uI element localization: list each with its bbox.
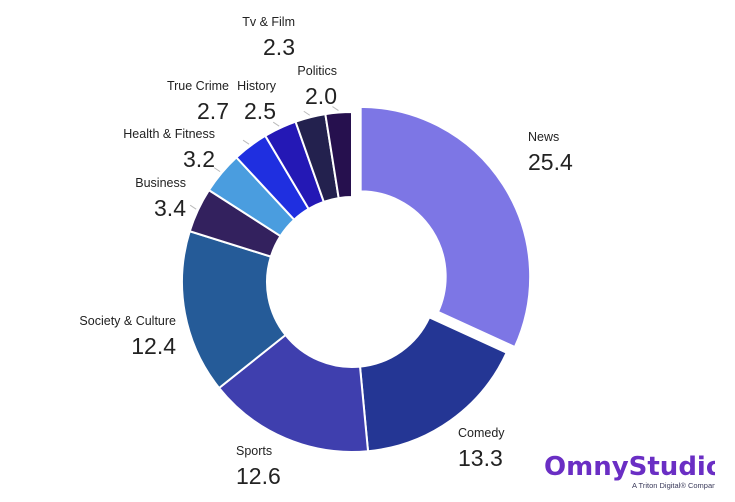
value-label-sports: 12.6	[236, 463, 281, 489]
value-label-true-crime: 2.7	[197, 98, 229, 124]
value-label-comedy: 13.3	[458, 445, 503, 471]
slice-politics	[324, 110, 353, 200]
value-label-society-and-culture: 12.4	[131, 333, 176, 359]
category-label-society-and-culture: Society & Culture	[79, 314, 176, 328]
value-label-health-and-fitness: 3.2	[183, 146, 215, 172]
category-label-politics: Politics	[297, 64, 337, 78]
slice-society-and-culture	[181, 229, 287, 390]
category-label-tv-and-film: Tv & Film	[242, 15, 295, 29]
logo-brand-text: OmnyStudio	[544, 452, 715, 482]
logo-tagline-text: A Triton Digital® Company	[632, 481, 715, 490]
category-label-true-crime: True Crime	[167, 79, 229, 93]
category-label-news: News	[528, 130, 559, 144]
category-label-business: Business	[135, 176, 186, 190]
slice-comedy	[358, 316, 508, 453]
leader-line-politics	[332, 106, 339, 111]
leader-line-business	[189, 204, 197, 210]
value-label-politics: 2.0	[305, 83, 337, 109]
category-label-sports: Sports	[236, 444, 272, 458]
category-label-history: History	[237, 79, 277, 93]
slice-news	[359, 105, 532, 349]
leader-line-tv-and-film	[303, 110, 311, 116]
omny-studio-logo: OmnyStudio A Triton Digital® Company	[544, 452, 715, 490]
slice-sports	[217, 333, 370, 453]
category-label-comedy: Comedy	[458, 426, 505, 440]
value-label-business: 3.4	[154, 195, 186, 221]
value-label-history: 2.5	[244, 98, 276, 124]
value-label-news: 25.4	[528, 149, 573, 175]
category-label-health-and-fitness: Health & Fitness	[123, 127, 215, 141]
leader-line-health-and-fitness	[213, 167, 221, 173]
leader-line-history	[272, 121, 280, 127]
value-label-tv-and-film: 2.3	[263, 34, 295, 60]
leader-line-true-crime	[242, 139, 250, 145]
